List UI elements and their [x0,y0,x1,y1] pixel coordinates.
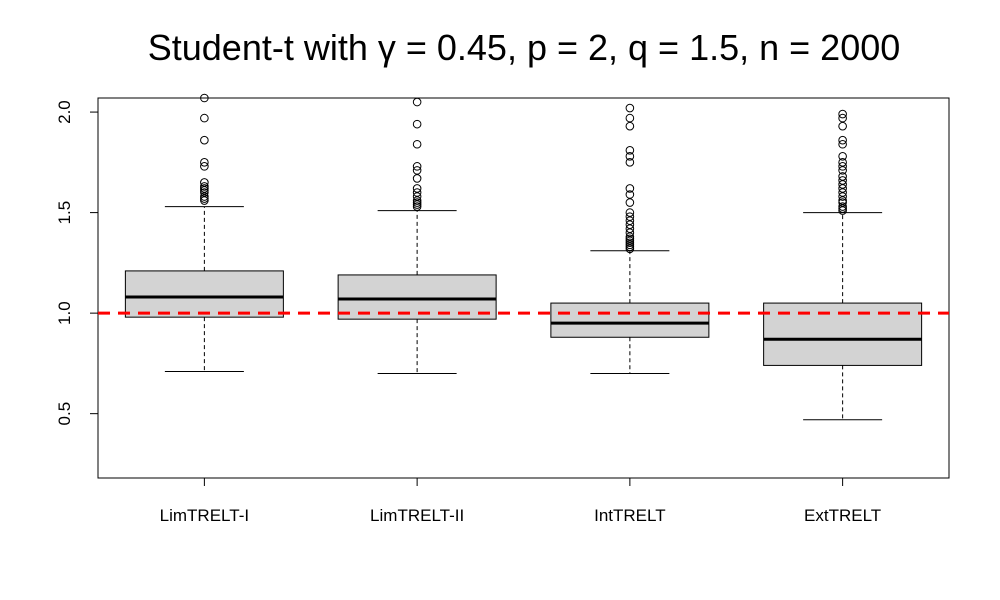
outlier-point [200,162,209,171]
outlier-point [412,97,422,107]
outlier-point [412,174,422,183]
x-tick-label: LimTRELT-II [370,506,464,525]
outlier-point [838,206,847,215]
iqr-box [550,302,710,338]
plot-frame [97,97,950,479]
x-tick-label: IntTRELT [594,506,665,525]
y-tick-label: 1.0 [55,301,74,325]
y-tick-label: 0.5 [55,402,74,426]
outlier-point [200,196,209,205]
outlier-point [200,135,209,145]
outlier-point [838,139,847,149]
outlier-point [625,103,635,113]
outlier-point [200,93,209,103]
outlier-point [412,119,422,129]
outlier-point [625,198,635,207]
x-tick-label: ExtTRELT [804,506,881,525]
outlier-point [412,139,422,149]
x-axis: LimTRELT-I LimTRELT-II IntTRELT ExtTRELT [160,478,881,525]
y-tick-label: 1.5 [55,201,74,225]
boxes-layer [124,93,923,421]
outlier-point [625,244,635,254]
y-tick-label: 2.0 [55,100,74,124]
y-axis: 0.5 1.0 1.5 2.0 [55,100,98,425]
chart-title: Student-t with γ = 0.45, p = 2, q = 1.5,… [148,27,901,68]
box-exttrelt [763,109,923,421]
outlier-point [838,121,847,131]
outlier-point [838,152,847,161]
outlier-point [625,113,635,123]
outlier-point [838,192,847,201]
outlier-point [625,152,635,161]
box-limtrelt-i [124,93,284,372]
outlier-point [625,158,635,167]
outlier-point [838,109,847,119]
outlier-point [838,166,847,175]
box-inttrelt [550,103,710,374]
iqr-box [124,270,284,318]
outlier-point [625,184,635,193]
outlier-point [200,158,209,167]
outlier-point [412,162,422,171]
outlier-point [625,145,635,155]
outlier-point [838,162,847,171]
outlier-point [838,135,847,145]
outlier-point [200,113,209,123]
x-tick-label: LimTRELT-I [160,506,249,525]
outlier-point [412,202,422,211]
outlier-point [625,121,635,131]
box-limtrelt-ii [337,97,497,374]
